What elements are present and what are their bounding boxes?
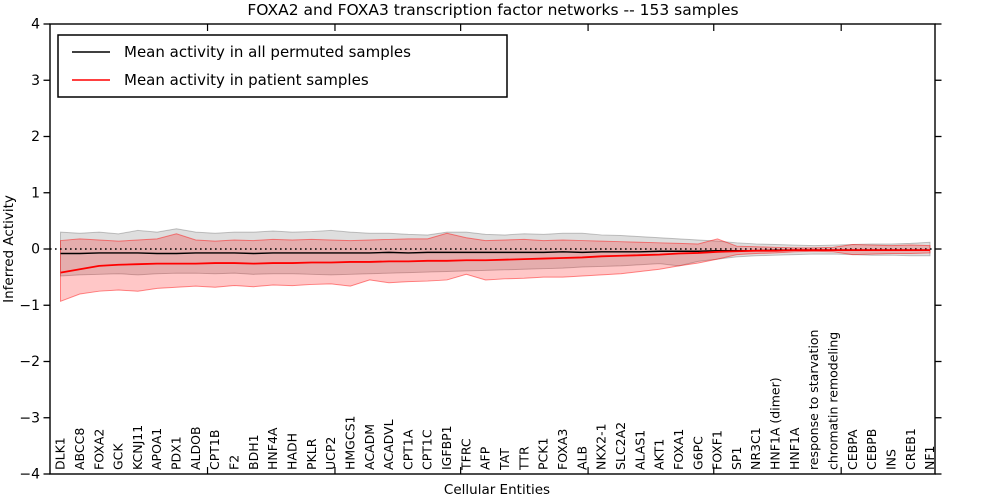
x-axis-label: Cellular Entities [444,482,550,498]
legend-label-permuted: Mean activity in all permuted samples [124,43,411,61]
y-tick-label: 0 [31,242,40,258]
x-tick-label: BDH1 [246,434,261,470]
x-tick-label: HNF1A [787,427,802,470]
legend-label-patient: Mean activity in patient samples [124,71,369,89]
patient-band [60,232,931,303]
x-tick-label: IGFBP1 [439,425,454,470]
x-tick-label: HNF4A [265,427,280,470]
y-axis-label: Inferred Activity [1,195,17,303]
x-tick-label: HNF1A (dimer) [768,377,783,470]
x-tick-label: NKX2-1 [594,423,609,470]
x-tick-label: ACADM [362,424,377,470]
x-tick-label: NF1 [922,446,937,471]
x-tick-label: ABCC8 [72,428,87,470]
x-tick-label: ALAS1 [632,430,647,470]
y-tick-label: 4 [31,17,40,33]
x-tick-label: ACADVL [381,419,396,470]
x-tick-label: FOXF1 [710,430,725,470]
legend-box [57,34,508,98]
x-tick-label: CREB1 [903,428,918,470]
x-tick-label: ALDOB [188,426,203,470]
axis-ticks-layer: 4 3 2 1 0 −1 −2 −3 −4 DLK1 ABCC8 FOXA2 GCK KCNJ11 APOA… [19,17,942,483]
x-tick-label: CEBPA [845,429,860,470]
y-tick-label: −2 [19,354,40,370]
x-tick-label: UCP2 [323,437,338,470]
x-tick-label: CPT1B [207,430,222,470]
y-tick-label: −4 [19,467,40,483]
y-tick-label: −1 [19,298,40,314]
x-tick-label: response to starvation [806,330,821,471]
x-tick-label: GCK [111,443,126,470]
x-tick-label: ALB [574,446,589,470]
x-tick-label: AKT1 [652,439,667,470]
x-tick-label: TAT [497,448,512,471]
x-tick-label: INS [883,449,898,470]
x-tick-label: chromatin remodeling [826,332,841,470]
patient-mean-line [60,249,930,274]
x-tick-label: HMGCS1 [342,416,357,471]
plot-area [50,228,935,303]
x-tick-label: FOXA1 [671,429,686,470]
x-tick-label: G6PC [690,436,705,470]
chart-title: FOXA2 and FOXA3 transcription factor net… [247,1,738,19]
x-tick-label: FOXA2 [91,429,106,470]
x-tick-label: HADH [284,433,299,470]
x-tick-label: PKLR [304,438,319,470]
x-tick-label: F2 [227,455,242,470]
y-tick-label: 3 [31,73,40,89]
y-tick-label: 1 [31,185,40,201]
x-tick-label: APOA1 [149,428,164,470]
x-tick-label: CEBPB [864,429,879,470]
x-tick-label: KCNJ11 [130,425,145,470]
y-tick-label: −3 [19,410,40,426]
x-tick-label: DLK1 [53,437,68,470]
x-tick-label: SP1 [729,447,744,470]
x-tick-label: PCK1 [536,438,551,470]
x-tick-label: FOXA3 [555,429,570,470]
x-tick-label: AFP [478,446,493,470]
y-tick-label: 2 [31,129,40,145]
x-tick-label: CPT1A [400,429,415,470]
x-tick-label: SLC2A2 [613,422,628,470]
x-tick-label: PDX1 [169,436,184,470]
x-tick-label: TFRC [458,438,473,471]
x-tick-label: NR3C1 [748,427,763,470]
legend: Mean activity in all permuted samples Me… [57,34,508,98]
x-tick-label: CPT1C [420,429,435,470]
x-tick-label: TTR [516,446,531,471]
